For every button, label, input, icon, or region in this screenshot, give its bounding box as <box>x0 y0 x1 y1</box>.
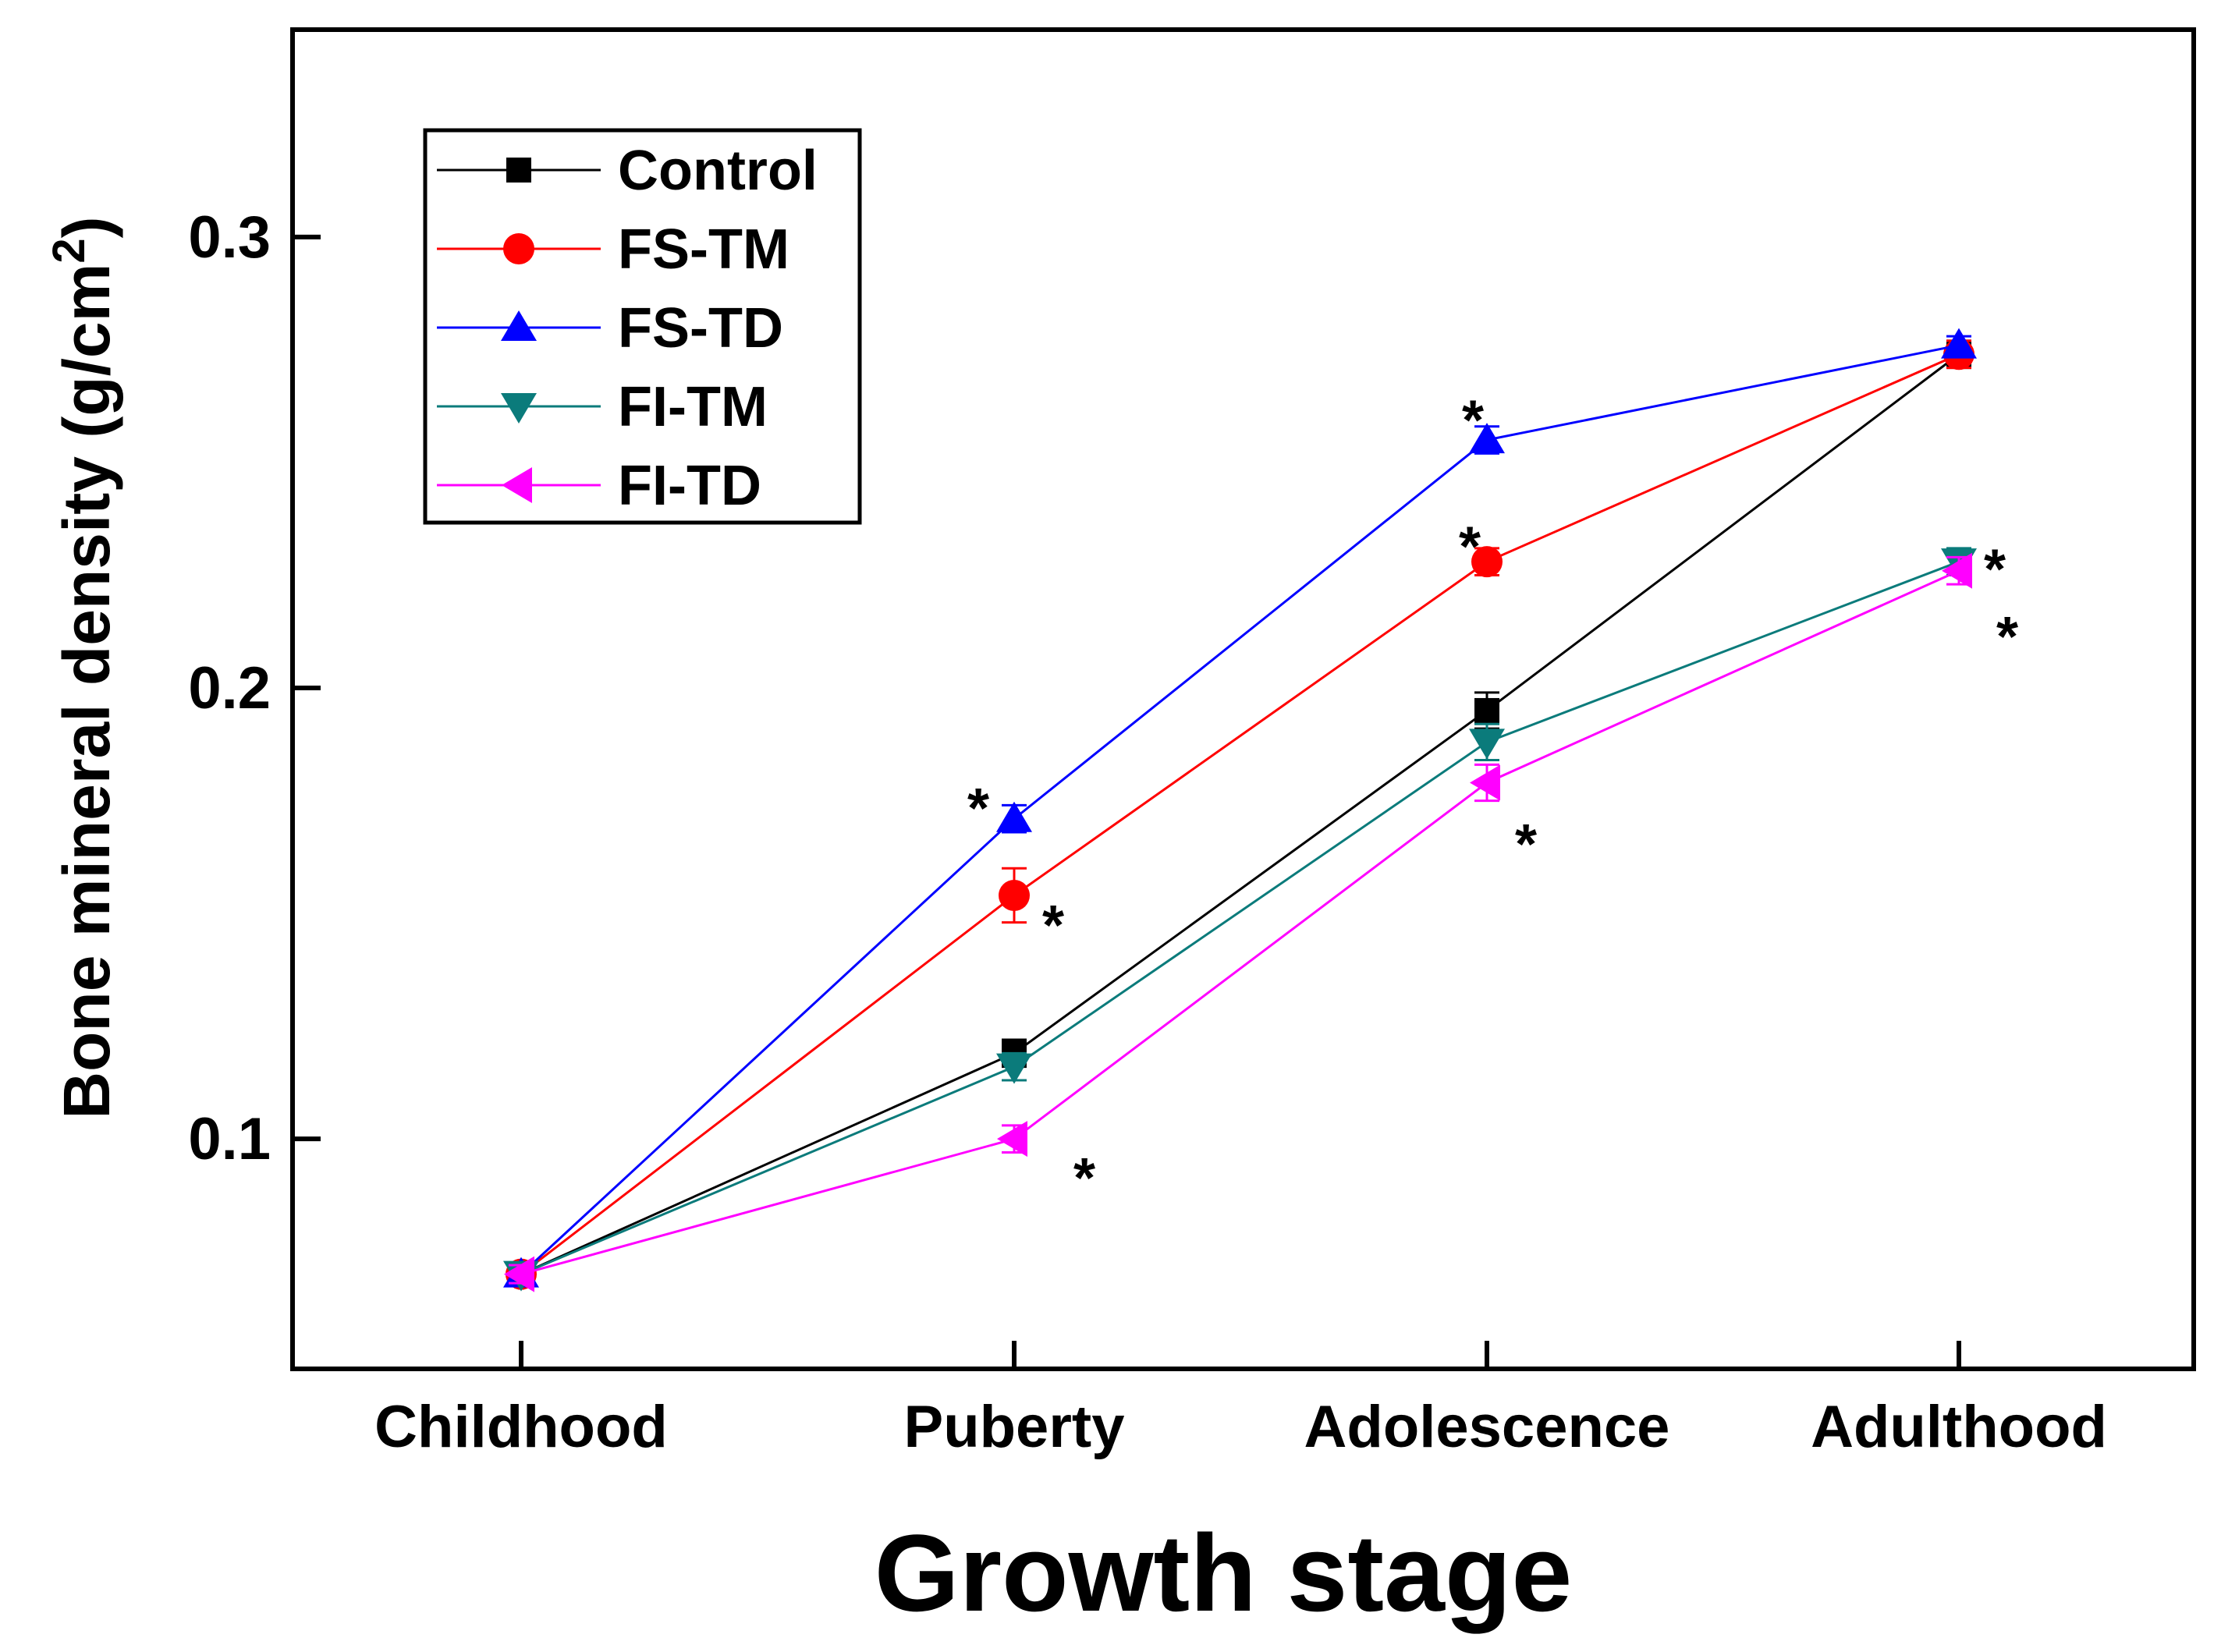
significance-marker-fs-tm-adolescence: * <box>1459 516 1481 578</box>
significance-marker-fi-td-puberty: * <box>1073 1147 1095 1210</box>
legend: Control FS-TM FS-TD FI-TM FI-TD <box>423 128 862 525</box>
point-fi-tm-puberty <box>996 1053 1032 1084</box>
y-tick-label-0.2: 0.2 <box>188 655 271 721</box>
y-tick-label-0.1: 0.1 <box>188 1106 271 1172</box>
plot-frame <box>290 27 2196 1371</box>
legend-marker-fs-tm <box>503 233 534 264</box>
series-fi-tm <box>503 547 1977 1292</box>
y-axis-title: Bone mineral density (g/cm2) <box>44 216 123 1118</box>
x-tick-label-adolescence: Adolescence <box>1304 1394 1670 1460</box>
series-line-fs-td <box>520 344 1960 1275</box>
y-tick-label-0.3: 0.3 <box>188 204 271 271</box>
significance-marker-fs-td-adolescence: * <box>1462 390 1484 452</box>
x-axis-title: Growth stage <box>875 1512 1573 1634</box>
legend-label-fs-tm: FS-TM <box>618 218 789 281</box>
y-axis-title-superscript: 2 <box>44 238 94 263</box>
legend-marker-fs-td <box>501 310 537 341</box>
significance-marker-fi-td-adulthood: * <box>1996 606 2018 668</box>
y-axis-title-main: Bone mineral density (g/cm <box>50 264 123 1119</box>
legend-label-fi-td: FI-TD <box>618 455 761 517</box>
significance-marker-fi-td-adolescence: * <box>1515 814 1537 876</box>
annotation-layer: ******** <box>967 390 2018 1210</box>
series-fs-td <box>503 328 1977 1288</box>
significance-marker-fs-td-puberty: * <box>967 778 989 840</box>
series-line-control <box>520 353 1960 1275</box>
series-fi-td <box>504 552 1972 1292</box>
legend-marker-control <box>506 158 531 183</box>
series-line-fi-td <box>520 569 1960 1276</box>
point-control-adolescence <box>1474 697 1499 723</box>
point-fs-td-adolescence <box>1469 423 1505 454</box>
point-fi-td-childhood <box>504 1256 534 1292</box>
legend-label-fs-td: FS-TD <box>618 297 783 360</box>
point-fi-tm-adolescence <box>1469 729 1505 760</box>
y-axis-title-close: ) <box>50 216 123 238</box>
point-fi-td-puberty <box>997 1121 1027 1157</box>
legend-label-fi-tm: FI-TM <box>618 376 768 438</box>
series-layer <box>503 328 1977 1292</box>
point-fs-tm-puberty <box>999 879 1030 911</box>
point-fi-td-adulthood <box>1942 552 1972 589</box>
y-axis: 0.1 0.2 0.3 <box>188 204 321 1172</box>
legend-marker-fi-td <box>502 467 532 503</box>
series-line-fs-tm <box>520 353 1960 1275</box>
point-fs-tm-adolescence <box>1471 546 1503 578</box>
significance-marker-fs-tm-puberty: * <box>1042 895 1064 957</box>
point-fi-td-adolescence <box>1470 764 1500 801</box>
legend-marker-fi-tm <box>501 393 537 424</box>
legend-label-control: Control <box>618 140 818 202</box>
point-fs-td-puberty <box>996 801 1032 832</box>
point-fs-td-adulthood <box>1941 328 1977 359</box>
x-tick-label-puberty: Puberty <box>904 1394 1125 1460</box>
significance-marker-fi-tm-adulthood: * <box>1984 538 2006 601</box>
series-line-fi-tm <box>520 560 1960 1275</box>
x-axis: Childhood Puberty Adolescence Adulthood <box>374 1341 2107 1460</box>
x-tick-label-childhood: Childhood <box>374 1394 668 1460</box>
x-tick-label-adulthood: Adulthood <box>1811 1394 2107 1460</box>
